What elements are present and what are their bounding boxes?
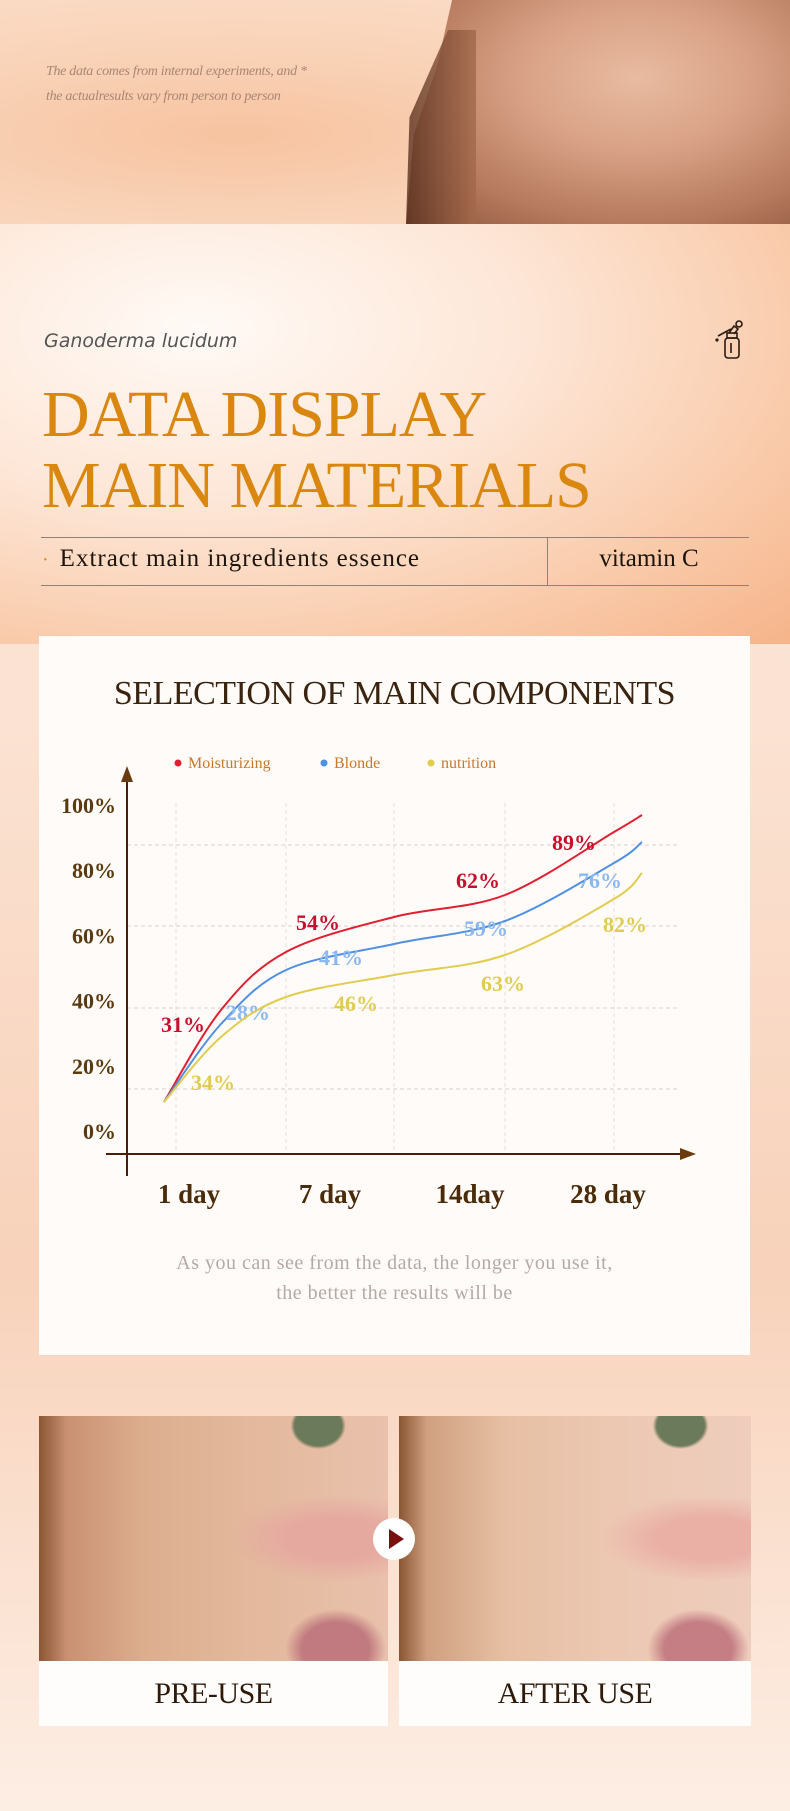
disclaimer-line-2: the actualresults vary from person to pe…	[46, 89, 281, 104]
hero-banner: The data comes from internal experiments…	[0, 0, 790, 224]
after-label: AFTER USE	[399, 1661, 751, 1726]
x-tick-label: 14day	[435, 1179, 505, 1209]
divider-vertical	[547, 537, 548, 585]
after-photo	[399, 1416, 751, 1661]
neck-shadow	[406, 30, 476, 224]
x-axis-arrow	[680, 1148, 696, 1160]
series-line-moisturizing	[163, 814, 643, 1103]
divider-bottom	[41, 585, 749, 586]
y-tick-label: 80%	[72, 858, 116, 883]
chart-caption: As you can see from the data, the longer…	[39, 1248, 750, 1308]
chart-title: SELECTION OF MAIN COMPONENTS	[113, 675, 676, 712]
legend-label: Moisturizing	[188, 755, 271, 772]
series-line-blonde	[163, 841, 643, 1103]
data-label: 46%	[334, 991, 378, 1016]
data-label: 76%	[578, 868, 622, 893]
data-label: 31%	[161, 1012, 205, 1037]
data-label: 82%	[603, 912, 647, 937]
legend-label: Blonde	[334, 755, 380, 772]
play-icon[interactable]	[373, 1518, 415, 1560]
intro-section	[0, 224, 790, 644]
x-tick-label: 1 day	[158, 1179, 221, 1209]
caption-line-1: As you can see from the data, the longer…	[176, 1252, 613, 1274]
y-axis-arrow	[121, 766, 133, 782]
y-tick-label: 20%	[72, 1054, 116, 1079]
data-label: 54%	[296, 910, 340, 935]
before-photo	[39, 1416, 388, 1661]
data-label: 41%	[319, 945, 363, 970]
before-label: PRE-USE	[39, 1661, 388, 1726]
subtitle: Ganoderma lucidum	[44, 330, 238, 352]
feature-label: Extract main ingredients essence	[59, 545, 421, 572]
divider-top	[41, 537, 749, 538]
y-tick-label: 40%	[72, 989, 116, 1014]
bullet: ·	[42, 549, 50, 571]
title-line-1: DATA DISPLAY	[42, 378, 487, 451]
line-chart: 100% 80% 60% 40% 20% 0% 1 day 7 day 14day 28 day M…	[61, 755, 696, 1209]
legend-marker	[174, 759, 182, 767]
x-tick-label: 28 day	[570, 1179, 646, 1209]
legend-label: nutrition	[441, 755, 496, 772]
data-label: 63%	[481, 971, 525, 996]
legend-marker	[427, 759, 435, 767]
data-label: 34%	[191, 1070, 235, 1095]
data-label: 89%	[552, 830, 596, 855]
data-label: 62%	[456, 868, 500, 893]
series-line-nutrition	[163, 872, 643, 1103]
feature-text: · Extract main ingredients essence	[42, 545, 420, 573]
legend-marker	[320, 759, 328, 767]
y-tick-label: 100%	[61, 793, 116, 818]
y-tick-label: 0%	[83, 1119, 116, 1144]
data-label: 59%	[464, 916, 508, 941]
x-tick-label: 7 day	[299, 1179, 362, 1209]
data-label: 28%	[226, 1000, 270, 1025]
dropper-bottle-icon	[715, 320, 743, 359]
y-tick-label: 60%	[72, 923, 116, 948]
ingredient-label: vitamin C	[599, 545, 699, 572]
disclaimer-line-1: The data comes from internal experiments…	[46, 64, 307, 79]
title-line-2: MAIN MATERIALS	[42, 449, 592, 522]
caption-line-2: the better the results will be	[276, 1282, 513, 1304]
